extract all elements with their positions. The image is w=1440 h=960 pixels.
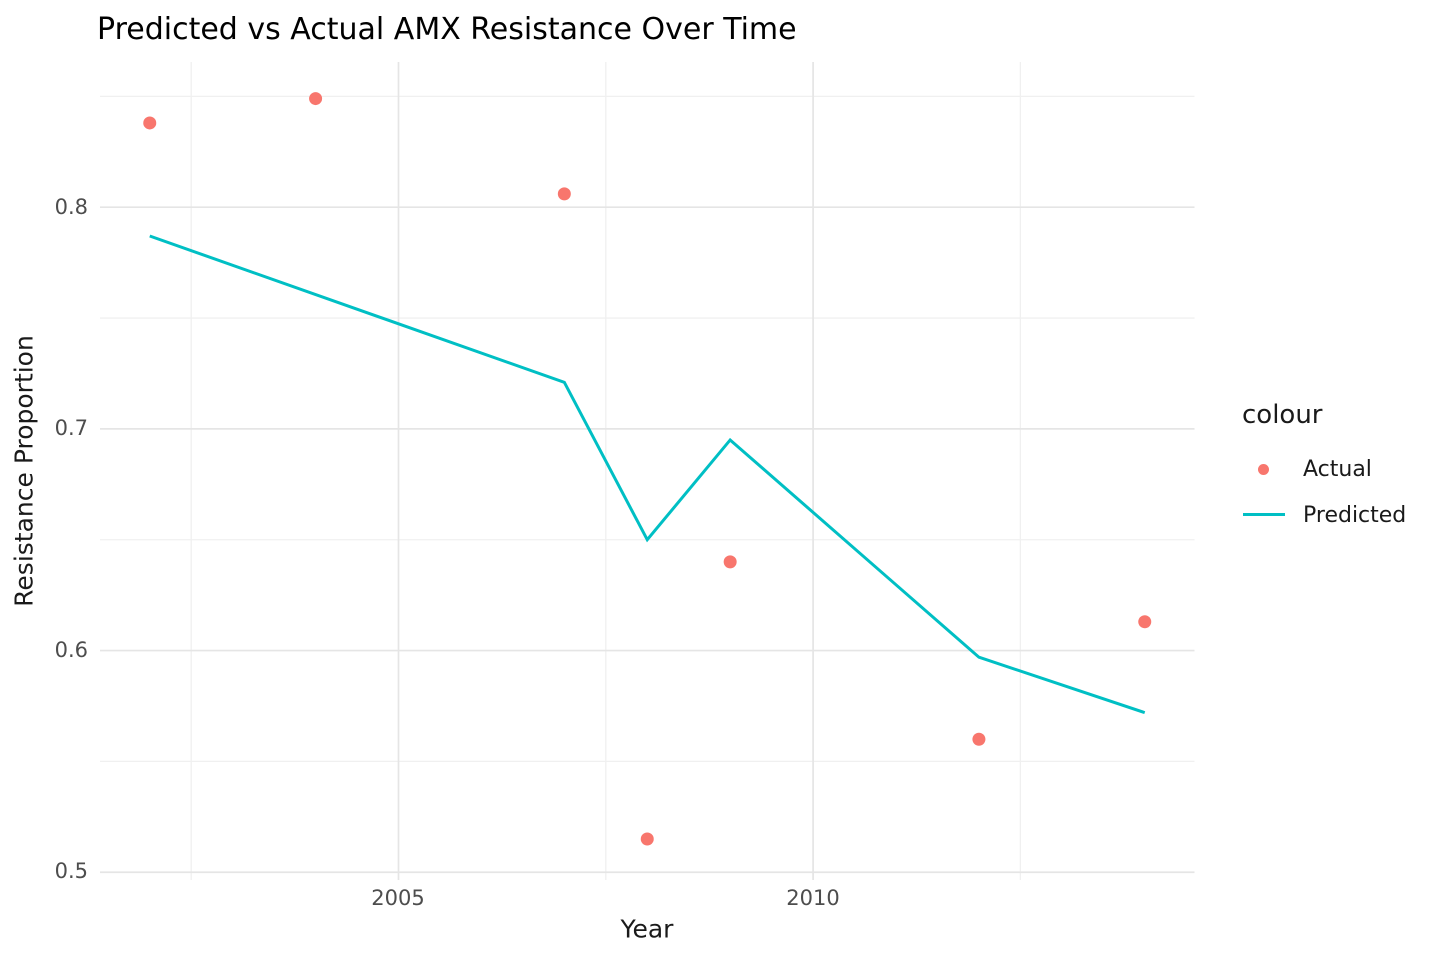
- legend: colour Actual Predicted: [1242, 400, 1406, 546]
- chart-title: Predicted vs Actual AMX Resistance Over …: [97, 12, 797, 47]
- actual-data-point: [143, 116, 157, 130]
- actual-data-point: [557, 187, 571, 201]
- predicted-line: [149, 234, 1146, 715]
- x-tick-label-2010: 2010: [786, 886, 840, 910]
- actual-data-point: [972, 732, 986, 746]
- legend-item-actual: Actual: [1242, 454, 1406, 484]
- minor-gridlines: [100, 62, 1195, 880]
- y-axis-title: Resistance Proportion: [9, 335, 39, 607]
- y-tick-label-0.5: 0.5: [54, 859, 88, 883]
- actual-point-key: [1242, 454, 1286, 484]
- legend-label-actual: Actual: [1303, 456, 1372, 482]
- legend-title: colour: [1242, 400, 1323, 430]
- actual-points-series: [143, 92, 1152, 846]
- actual-dot-icon: [1258, 464, 1269, 475]
- predicted-line-series: [149, 234, 1146, 715]
- x-tick-label-2005: 2005: [371, 886, 425, 910]
- legend-item-predicted: Predicted: [1242, 500, 1406, 530]
- legend-label-predicted: Predicted: [1303, 502, 1407, 528]
- actual-data-point: [309, 92, 323, 106]
- predicted-line-key: [1242, 500, 1286, 530]
- actual-data-point: [1138, 615, 1152, 629]
- x-axis-title: Year: [620, 914, 674, 944]
- y-tick-label-0.7: 0.7: [54, 416, 88, 440]
- major-gridlines: [100, 62, 1195, 880]
- y-tick-label-0.6: 0.6: [54, 638, 88, 662]
- predicted-line-icon: [1243, 513, 1285, 516]
- y-tick-label-0.8: 0.8: [54, 195, 88, 219]
- actual-data-point: [640, 832, 654, 846]
- actual-data-point: [723, 555, 737, 569]
